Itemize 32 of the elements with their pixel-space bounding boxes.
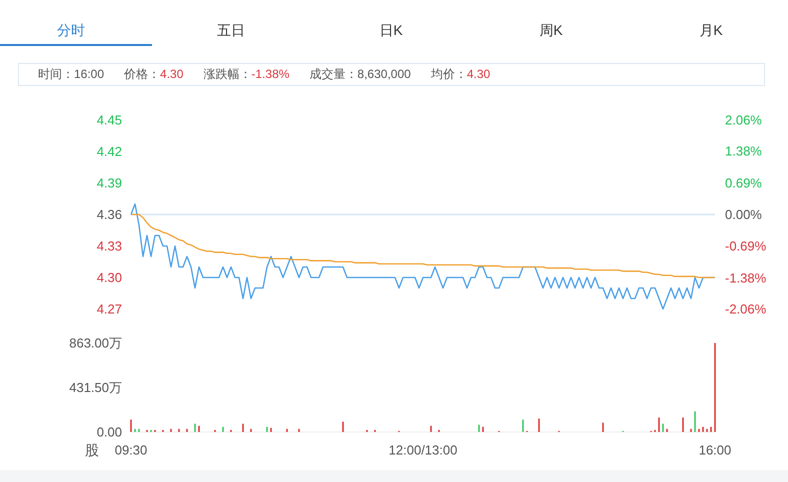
category-label: 五日	[217, 22, 245, 38]
x-tick-label: 16:00	[698, 442, 732, 458]
y2-tick-label: 1.38%	[725, 144, 762, 159]
category-label: 周K	[539, 22, 564, 38]
y-tick-label: 4.27	[96, 302, 122, 316]
y2-tick-label: 0.00%	[725, 207, 762, 222]
x-tick-label: 09:30	[114, 442, 148, 458]
y-tick-label: 4.36	[96, 207, 122, 222]
y2-tick-label: -0.69%	[725, 238, 767, 254]
y-tick-label: 431.50万	[69, 380, 122, 395]
x-tick-label: 12:00/13:00	[388, 442, 458, 458]
text: 股	[85, 442, 99, 458]
category-label: 日K	[379, 22, 404, 38]
y2-tick-label: 2.06%	[725, 112, 762, 128]
y-tick-label: 4.45	[96, 112, 122, 128]
y2-tick-label: -2.06%	[725, 302, 767, 316]
text: 价格：4.30	[123, 67, 184, 81]
y2-tick-label: -1.38%	[725, 270, 767, 286]
category-label: 月K	[699, 22, 724, 38]
y-tick-label: 4.42	[96, 144, 122, 159]
y-tick-label: 863.00万	[69, 336, 122, 350]
y-tick-label: 4.33	[96, 238, 122, 254]
text: 成交量：8,630,000	[309, 67, 412, 81]
category-label: 分时	[57, 22, 85, 38]
y-tick-label: 4.30	[96, 270, 122, 285]
text: 均价：4.30	[430, 67, 490, 81]
text: 涨跌幅：-1.38%	[203, 67, 290, 81]
y2-tick-label: 0.69%	[725, 175, 762, 190]
text: 时间：16:00	[38, 67, 104, 81]
y-tick-label: 4.39	[96, 176, 122, 190]
y-tick-label: 0.00	[96, 424, 122, 440]
line-series	[130, 214, 716, 278]
